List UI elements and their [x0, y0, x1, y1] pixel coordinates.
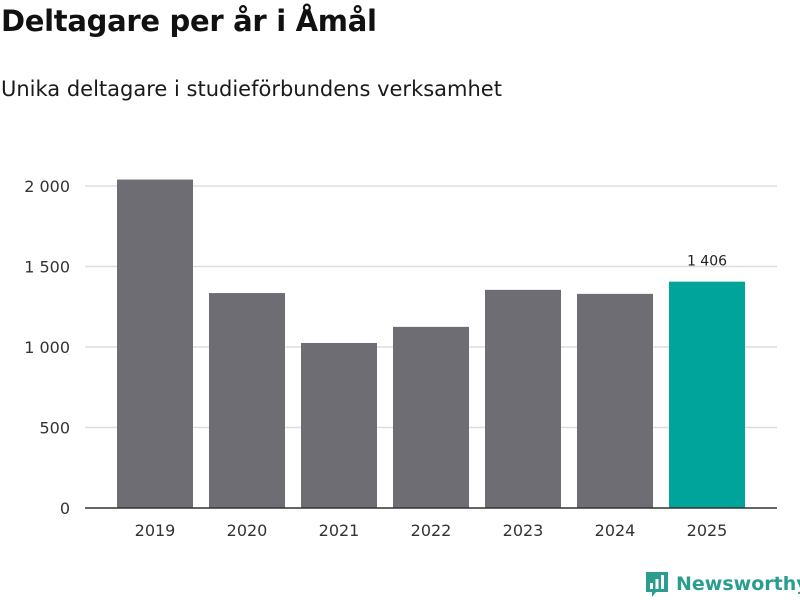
y-tick-label: 1 500 [24, 258, 70, 277]
bar-2023 [485, 289, 561, 508]
y-tick-label: 0 [60, 499, 70, 518]
chart-subtitle: Unika deltagare i studieförbundens verks… [1, 77, 502, 101]
x-tick-label: 2019 [135, 521, 176, 540]
chart-title: Deltagare per år i Åmål [1, 4, 377, 38]
newsworthy-logo-icon [646, 572, 668, 597]
bar-2025 [669, 281, 745, 508]
x-tick-label: 2020 [227, 521, 268, 540]
brand-logo: Newsworthy [644, 570, 800, 598]
bar-2024 [577, 293, 653, 508]
y-tick-label: 2 000 [24, 177, 70, 196]
x-tick-label: 2024 [595, 521, 636, 540]
x-tick-label: 2023 [503, 521, 544, 540]
y-tick-label: 1 000 [24, 338, 70, 357]
bar-2019 [117, 179, 193, 508]
bar-2021 [301, 342, 377, 508]
data-label: 1 406 [687, 254, 727, 270]
bar-chart: 0 500 1 000 1 500 2 000 2019 2020 2021 2022 2023 2… [24, 177, 777, 540]
x-tick-label: 2025 [687, 521, 728, 540]
bar-2022 [393, 326, 469, 508]
x-tick-label: 2021 [319, 521, 360, 540]
bar-2020 [209, 293, 285, 508]
x-tick-label: 2022 [411, 521, 452, 540]
brand-name: Newsworthy [676, 573, 800, 595]
y-tick-label: 500 [39, 419, 70, 438]
